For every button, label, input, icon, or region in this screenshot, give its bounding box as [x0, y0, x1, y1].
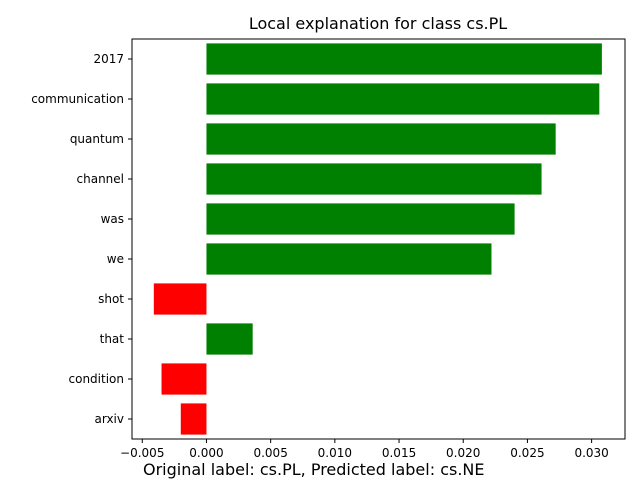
bar-arxiv — [180, 403, 207, 435]
y-tick-label: communication — [31, 92, 124, 106]
x-tick-label: −0.005 — [120, 446, 164, 460]
x-tick-label: 0.030 — [574, 446, 608, 460]
bar-shot — [153, 283, 207, 315]
x-tick-label: 0.015 — [382, 446, 416, 460]
y-tick-label: condition — [69, 372, 124, 386]
plot-frame — [131, 38, 626, 440]
bar-that — [206, 323, 253, 355]
y-tick-label: we — [107, 252, 124, 266]
bar-quantum — [206, 123, 556, 155]
y-tick-label: 2017 — [93, 52, 124, 66]
label-caption: Original label: cs.PL, Predicted label: … — [143, 460, 484, 479]
bar-we — [206, 243, 492, 275]
y-tick-label: was — [101, 212, 124, 226]
y-tick-label: channel — [77, 172, 124, 186]
y-tick-label: arxiv — [94, 412, 124, 426]
bar-condition — [161, 363, 207, 395]
y-tick-label: quantum — [70, 132, 124, 146]
x-tick-label: 0.025 — [510, 446, 544, 460]
chart-title: Local explanation for class cs.PL — [249, 14, 507, 33]
bar-communication — [206, 83, 600, 115]
y-axis: 2017 communication quantum channel was we shot… — [31, 52, 132, 426]
y-tick-label: that — [100, 332, 125, 346]
bar-2017 — [206, 43, 602, 75]
x-tick-label: 0.020 — [446, 446, 480, 460]
y-tick-label: shot — [98, 292, 124, 306]
x-tick-label: 0.010 — [318, 446, 352, 460]
x-tick-label: 0.005 — [253, 446, 287, 460]
x-axis: −0.005 0.000 0.005 0.010 0.015 0.020 0.025 0.03… — [120, 439, 609, 460]
bars-group — [153, 43, 602, 435]
bar-was — [206, 203, 515, 235]
x-tick-label: 0.000 — [189, 446, 223, 460]
bar-channel — [206, 163, 542, 195]
